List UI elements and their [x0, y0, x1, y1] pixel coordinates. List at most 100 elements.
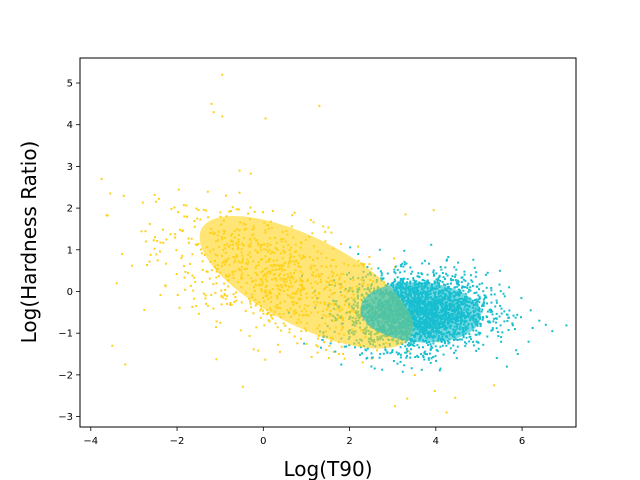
data-point	[460, 281, 463, 284]
data-point	[187, 237, 190, 240]
data-point	[421, 279, 424, 282]
data-point	[551, 330, 554, 333]
data-point	[490, 301, 493, 304]
data-point	[466, 284, 469, 287]
data-point	[173, 206, 176, 209]
data-point	[438, 282, 441, 285]
data-point	[516, 353, 519, 355]
data-point	[496, 330, 499, 333]
data-point	[431, 346, 434, 349]
data-point	[368, 256, 371, 258]
data-point	[432, 356, 435, 358]
data-point	[500, 336, 503, 339]
data-point	[420, 353, 423, 356]
y-tick-label: 1	[67, 245, 73, 256]
data-point	[263, 324, 266, 327]
data-point	[249, 302, 252, 305]
data-point	[206, 304, 209, 307]
data-point	[143, 309, 146, 311]
data-point	[482, 290, 485, 293]
data-point	[473, 299, 476, 302]
data-point	[396, 276, 399, 279]
data-point	[250, 306, 253, 309]
data-point	[201, 268, 204, 271]
data-point	[221, 115, 224, 118]
data-point	[220, 289, 223, 292]
data-point	[274, 322, 277, 325]
data-point	[340, 243, 343, 245]
data-point	[189, 262, 191, 265]
data-point	[212, 111, 215, 114]
data-point	[288, 328, 291, 331]
data-point	[544, 323, 547, 326]
data-point	[175, 249, 178, 252]
data-point	[409, 352, 412, 355]
data-point	[406, 397, 409, 400]
data-point	[175, 273, 178, 275]
data-point	[456, 345, 459, 348]
data-point	[404, 345, 407, 348]
data-point	[354, 346, 356, 349]
data-point	[202, 292, 205, 295]
data-point	[476, 324, 479, 327]
data-point	[392, 282, 394, 285]
data-point	[203, 254, 206, 257]
data-point	[484, 273, 487, 276]
data-point	[475, 271, 478, 274]
data-point	[399, 353, 402, 356]
data-point	[435, 281, 438, 284]
data-point	[491, 313, 494, 316]
data-point	[267, 319, 270, 322]
data-point	[183, 215, 186, 218]
data-point	[500, 312, 503, 315]
data-point	[482, 304, 485, 307]
data-point	[182, 204, 185, 207]
data-point	[440, 340, 443, 343]
data-point	[458, 338, 461, 341]
data-point	[393, 405, 396, 408]
data-point	[499, 324, 502, 327]
data-point	[409, 266, 412, 269]
data-point	[410, 348, 412, 351]
data-point	[293, 211, 296, 214]
data-point	[212, 307, 215, 310]
data-point	[329, 342, 332, 345]
data-point	[503, 295, 506, 298]
data-point	[230, 303, 233, 306]
data-point	[393, 268, 396, 271]
data-point	[438, 274, 441, 277]
data-point	[428, 352, 431, 355]
data-point	[232, 293, 235, 296]
data-point	[454, 349, 457, 352]
data-point	[423, 279, 426, 282]
data-point	[262, 312, 265, 315]
data-point	[485, 286, 488, 289]
data-point	[461, 286, 463, 289]
data-point	[464, 286, 467, 289]
data-point	[479, 322, 481, 325]
data-point	[186, 215, 189, 218]
data-point	[187, 271, 189, 274]
data-point	[403, 270, 406, 273]
data-point	[445, 272, 448, 275]
data-point	[413, 280, 416, 283]
data-point	[412, 278, 415, 281]
data-point	[225, 215, 228, 218]
data-point	[407, 342, 410, 345]
data-point	[441, 280, 444, 283]
data-point	[205, 302, 208, 305]
data-point	[430, 357, 433, 360]
data-point	[366, 356, 369, 359]
data-point	[197, 242, 200, 245]
data-point	[413, 341, 416, 344]
data-point	[455, 268, 458, 271]
data-point	[109, 192, 112, 195]
data-point	[477, 331, 480, 334]
data-point	[490, 287, 493, 289]
data-point	[296, 342, 299, 345]
data-point	[394, 272, 397, 275]
x-tick-label: 0	[260, 436, 266, 447]
data-point	[486, 335, 489, 338]
data-point	[366, 266, 369, 268]
data-point	[443, 342, 446, 345]
